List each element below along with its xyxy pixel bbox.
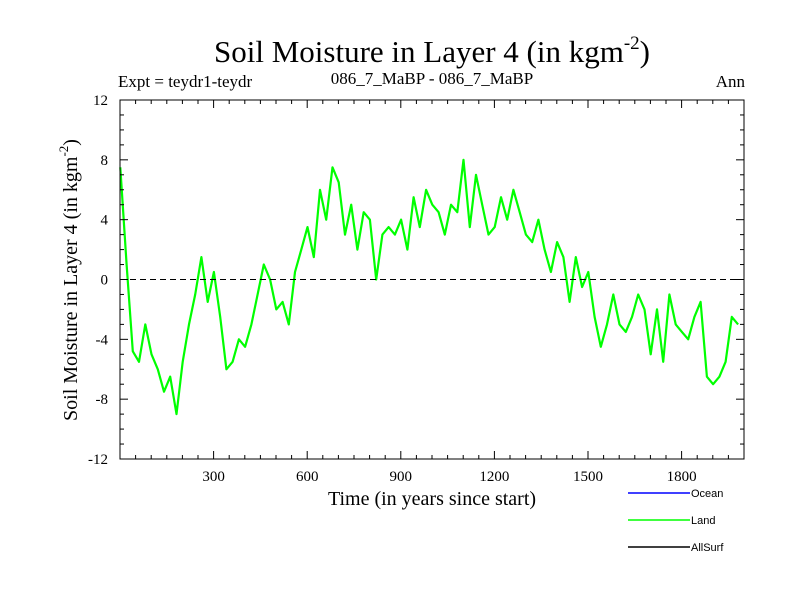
legend-label: AllSurf [691,542,724,554]
title-main: Soil Moisture in Layer 4 (in kgm [214,34,624,69]
subtitle-right: Ann [716,72,746,91]
legend: Ocean Land AllSurf [628,488,724,554]
legend-item-land: Land [628,515,715,527]
x-tick-label: 300 [202,469,225,485]
series-line-land [119,158,739,416]
y-tick-label: 0 [101,273,109,289]
x-axis-label: Time (in years since start) [328,488,536,510]
legend-label: Ocean [691,488,723,500]
ylabel-close: ) [60,139,82,146]
axes-layer: 300 600 900 1200 1500 1800 12 8 4 0 -4 -8 -12 [88,93,745,485]
legend-label: Land [691,515,715,527]
y-tick-label: 12 [93,93,108,109]
x-tick-label: 600 [296,469,319,485]
x-tick-label: 1800 [667,469,697,485]
legend-item-allsurf: AllSurf [628,542,724,554]
x-tick-label: 1200 [479,469,509,485]
subtitle-center: 086_7_MaBP - 086_7_MaBP [331,69,533,88]
y-tick-label: -12 [88,452,108,468]
x-tick-label: 900 [390,469,413,485]
ylabel-main: Soil Moisture in Layer 4 (in kgm [60,156,82,421]
legend-item-ocean: Ocean [628,488,723,500]
series-layer [119,158,739,416]
y-tick-label: 4 [101,213,109,229]
title-close: ) [640,34,650,69]
y-tick-label: 8 [101,153,109,169]
y-tick-label: -4 [96,332,109,348]
subtitle-left: Expt = teydr1-teydr [118,72,253,91]
x-tick-label: 1500 [573,469,603,485]
y-axis-label: Soil Moisture in Layer 4 (in kgm-2) [56,139,82,421]
chart-title: Soil Moisture in Layer 4 (in kgm-2) [214,33,650,69]
ylabel-superscript: -2 [56,146,71,157]
title-superscript: -2 [624,33,640,54]
y-tick-label: -8 [96,392,109,408]
